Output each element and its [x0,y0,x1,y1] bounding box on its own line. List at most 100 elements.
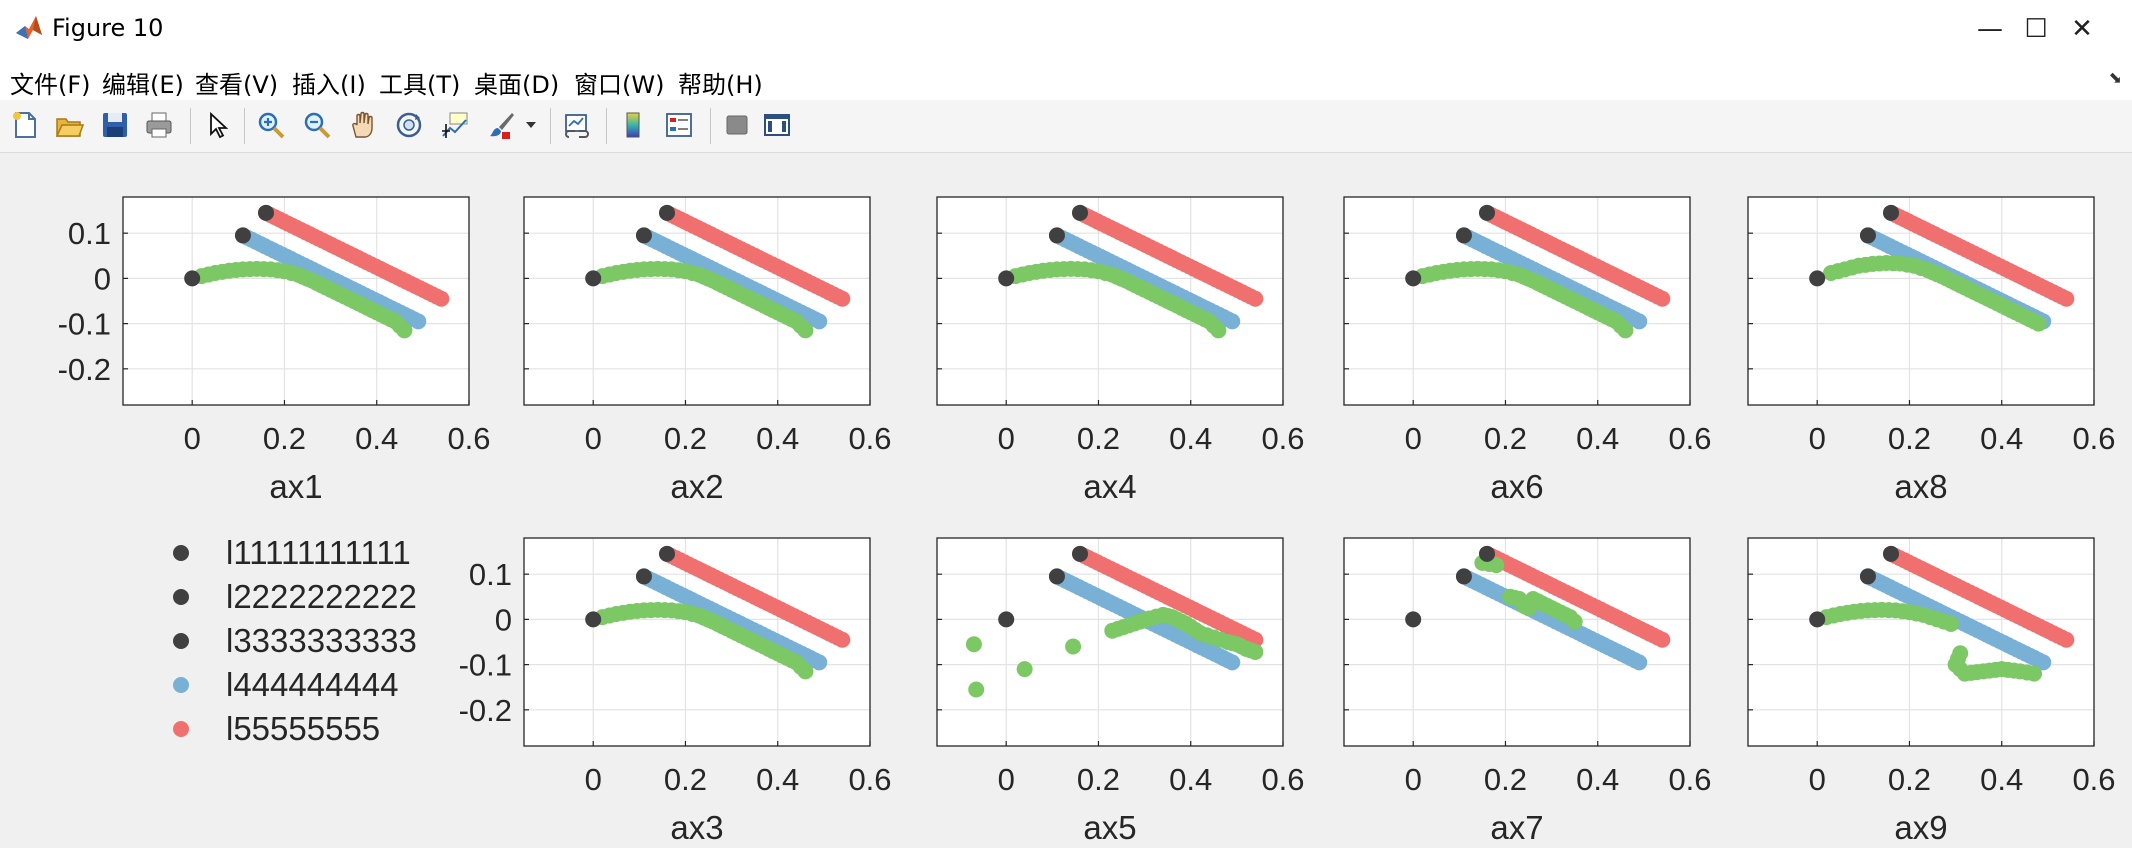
axes-border [1747,537,2095,747]
series-l2222222222-marker [1859,227,1876,244]
menu-help[interactable]: 帮助(H) [678,71,763,99]
series-l2222222222-marker [1455,568,1472,585]
zoom-in-icon[interactable] [252,106,290,144]
new-figure-icon[interactable] [6,106,44,144]
title-bar: Figure 10 — ☐ ✕ [0,0,2132,58]
series-l2222222222-marker [1455,227,1472,244]
y-tick-label: 0.1 [469,557,512,592]
legend-marker [173,589,189,605]
green-series-marker [1566,613,1583,630]
menu-view[interactable]: 查看(V) [195,71,279,99]
x-tick-label: 0.2 [263,421,306,456]
series-l55555555-marker [1654,631,1671,648]
menu-tools[interactable]: 工具(T) [379,71,461,99]
series-l11111111111-marker [998,270,1015,287]
green-series-marker [1488,557,1505,574]
green-series-marker [396,322,413,339]
series-l3333333333-marker [1479,204,1496,221]
axes-xlabel: ax9 [1894,809,1947,846]
green-series-marker [2030,315,2047,332]
axes-xlabel: ax7 [1490,809,1543,846]
series-l3333333333-marker [258,204,275,221]
zoom-out-icon[interactable] [298,106,336,144]
hide-plot-tools-icon[interactable] [718,106,756,144]
axes-border [1343,196,1691,406]
x-tick-label: 0.4 [1980,421,2023,456]
show-plot-tools-icon[interactable] [758,106,796,144]
axes-ax5: 0 0.2 0.4 0.6 ax5 [936,537,1305,846]
legend-icon[interactable] [660,106,698,144]
x-tick-label: 0 [1405,762,1422,797]
series-l2222222222-marker [1048,568,1065,585]
brush-icon[interactable] [482,106,520,144]
rotate-3d-icon[interactable] [390,106,428,144]
minimize-button[interactable]: — [1944,0,2036,58]
series-l2222222222-marker [1859,568,1876,585]
axes-ax8: 0 0.2 0.4 0.6 ax8 [1747,196,2116,505]
series-l444444444-marker [1631,654,1648,671]
series-l55555555-marker [433,290,450,307]
x-tick-label: 0 [1809,762,1826,797]
axes-ax3: 0 0.2 0.4 0.6 0.1 0 -0.1 -0.2 ax3 [459,537,892,846]
green-series-marker [1065,638,1082,655]
series-l444444444-marker [1224,654,1241,671]
x-tick-label: 0.6 [848,421,891,456]
series-l11111111111-marker [1405,270,1422,287]
green-series-marker [1942,615,1959,632]
y-tick-label: -0.1 [58,307,111,342]
toolbar-separator [190,108,191,144]
legend-label: l55555555 [226,710,380,747]
menu-edit[interactable]: 编辑(E) [102,71,184,99]
legend-label: l2222222222 [226,578,417,615]
x-tick-label: 0.2 [1484,421,1527,456]
series-l3333333333-marker [1883,204,1900,221]
series-l3333333333-marker [1072,545,1089,562]
pan-icon[interactable] [344,106,382,144]
x-tick-label: 0.4 [756,421,799,456]
x-tick-label: 0.2 [664,421,707,456]
x-tick-label: 0.6 [2072,762,2115,797]
x-tick-label: 0 [998,762,1015,797]
axes-xlabel: ax1 [269,468,322,505]
dock-arrow-icon[interactable]: ⬊ [2108,70,2122,87]
menu-bar: 文件(F) 编辑(E) 查看(V) 插入(I) 工具(T) 桌面(D) 窗口(W… [0,58,2132,100]
x-tick-label: 0.2 [1484,762,1527,797]
pointer-icon[interactable] [198,106,236,144]
y-tick-label: -0.2 [58,352,111,387]
y-tick-label: -0.2 [459,693,512,728]
y-tick-label: -0.1 [459,648,512,683]
axes-border [523,196,871,406]
x-tick-label: 0 [1405,421,1422,456]
series-l55555555-marker [2058,631,2075,648]
axes-ax9: 0 0.2 0.4 0.6 ax9 [1747,537,2116,846]
green-series-marker [797,322,814,339]
legend-marker [173,633,189,649]
menu-file[interactable]: 文件(F) [10,71,91,99]
series-l11111111111-marker [184,270,201,287]
menu-window[interactable]: 窗口(W) [574,71,665,99]
save-icon[interactable] [96,106,134,144]
axes-ax4: 0 0.2 0.4 0.6 ax4 [936,196,1305,505]
series-l11111111111-marker [585,611,602,628]
brush-dropdown-icon[interactable] [522,106,540,144]
menu-desktop[interactable]: 桌面(D) [474,71,560,99]
x-tick-label: 0.6 [1261,762,1304,797]
colorbar-icon[interactable] [614,106,652,144]
series-l444444444-marker [1224,313,1241,330]
menu-insert[interactable]: 插入(I) [292,71,366,99]
series-l55555555-marker [834,631,851,648]
maximize-button[interactable]: ☐ [1990,0,2082,58]
x-tick-label: 0.4 [1169,762,1212,797]
toolbar-separator [710,108,711,144]
close-button[interactable]: ✕ [2036,0,2128,58]
x-tick-label: 0 [184,421,201,456]
link-plot-icon[interactable] [558,106,596,144]
green-series-marker [965,636,982,653]
axes-xlabel: ax8 [1894,468,1947,505]
axes-xlabel: ax3 [670,809,723,846]
data-cursor-icon[interactable] [436,106,474,144]
x-tick-label: 0 [585,421,602,456]
open-file-icon[interactable] [50,106,88,144]
print-icon[interactable] [140,106,178,144]
